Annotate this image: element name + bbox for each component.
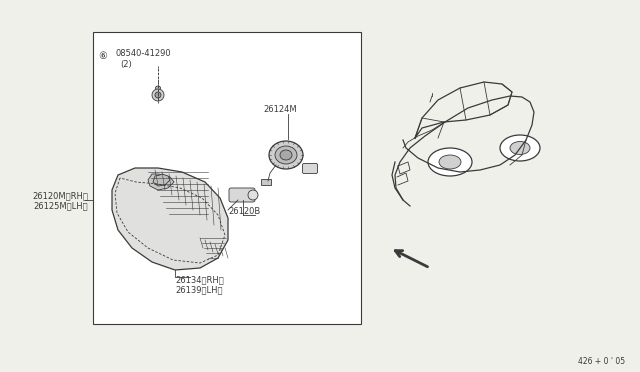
Polygon shape [148,174,174,190]
Text: 26124M: 26124M [263,106,296,115]
Circle shape [155,92,161,98]
Polygon shape [112,168,228,270]
Ellipse shape [275,146,297,164]
Text: 26120B: 26120B [228,208,260,217]
Text: 08540-41290: 08540-41290 [115,49,171,58]
Ellipse shape [280,150,292,160]
Text: (2): (2) [120,60,132,68]
Text: 426 + 0 ' 05: 426 + 0 ' 05 [578,357,625,366]
Text: 26139〈LH〉: 26139〈LH〉 [175,285,223,295]
Text: 26125M〈LH〉: 26125M〈LH〉 [33,202,88,211]
Text: ⑥: ⑥ [99,51,108,61]
Ellipse shape [500,135,540,161]
Circle shape [152,89,164,101]
Ellipse shape [439,155,461,169]
Text: 26120M〈RH〉: 26120M〈RH〉 [32,192,88,201]
Ellipse shape [156,86,161,90]
Ellipse shape [510,141,530,154]
Ellipse shape [156,93,160,96]
Text: 26134〈RH〉: 26134〈RH〉 [175,276,224,285]
Bar [261,179,271,185]
Ellipse shape [248,190,258,200]
Ellipse shape [269,141,303,169]
Polygon shape [153,174,170,186]
Ellipse shape [428,148,472,176]
Bar [93,32,361,324]
FancyBboxPatch shape [303,164,317,173]
FancyBboxPatch shape [229,188,255,202]
